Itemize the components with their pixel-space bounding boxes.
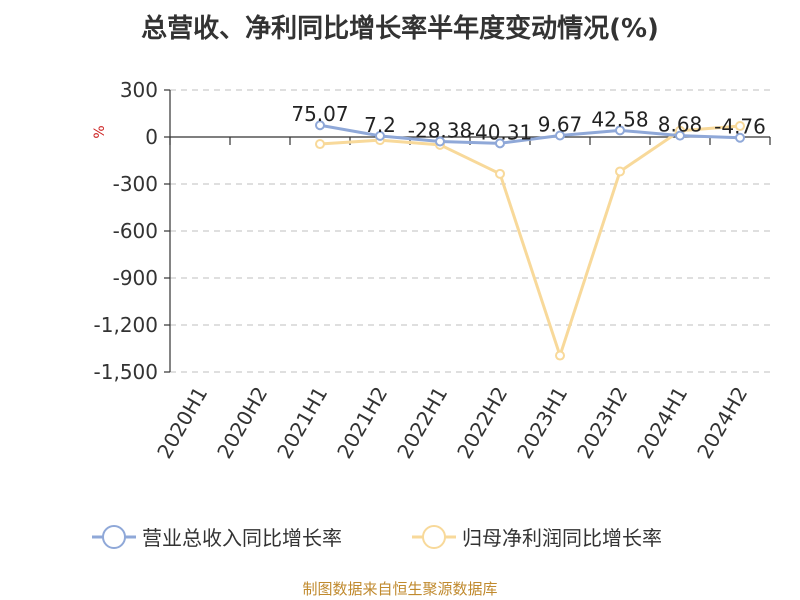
data-label: 8.68	[658, 113, 703, 137]
x-tick-label: 2024H1	[632, 383, 692, 463]
legend: 营业总收入同比增长率 归母净利润同比增长率	[92, 525, 662, 550]
chart-title: 总营收、净利同比增长率半年度变动情况(%)	[141, 14, 659, 44]
data-point	[435, 136, 445, 147]
legend-marker	[102, 525, 126, 549]
x-tick-label: 2022H1	[392, 383, 452, 463]
data-point	[555, 130, 565, 141]
grid-lines	[170, 89, 770, 373]
legend-marker	[422, 525, 446, 549]
source-footer: 制图数据来自恒生聚源数据库	[302, 580, 498, 598]
x-tick-label: 2024H2	[692, 383, 752, 463]
data-point	[735, 132, 745, 143]
data-point	[555, 350, 565, 361]
data-label: 7.2	[364, 113, 396, 137]
series-line	[319, 124, 741, 358]
x-tick-label: 2020H1	[152, 383, 212, 463]
data-point	[495, 138, 505, 149]
series-line	[319, 123, 741, 145]
y-tick-label: -900	[113, 266, 158, 290]
y-tick-label: -600	[113, 219, 158, 243]
x-tick-label: 2021H1	[272, 383, 332, 463]
data-label: 75.07	[291, 102, 348, 126]
data-point	[315, 120, 325, 131]
y-tick-label: 0	[145, 125, 158, 149]
y-tick-label: 300	[120, 78, 158, 102]
data-label: 9.67	[538, 112, 583, 136]
data-point	[615, 166, 625, 177]
data-label: -40.31	[468, 120, 532, 144]
data-label: 42.58	[591, 107, 648, 131]
x-tick-label: 2020H2	[212, 383, 272, 463]
x-tick-label: 2023H2	[572, 383, 632, 463]
y-tick-label: -1,500	[94, 360, 158, 384]
data-point	[495, 168, 505, 179]
data-point	[675, 130, 685, 141]
data-point	[375, 130, 385, 141]
data-labels: 75.07 7.2 -28.38-40.31 9.67 42.58 8.68 -4.76	[291, 102, 766, 144]
legend-label: 归母净利润同比增长率	[462, 526, 662, 550]
y-tick-label: -1,200	[94, 313, 158, 337]
y-axis-unit: %	[92, 125, 108, 138]
data-label: -4.76	[714, 115, 766, 139]
data-point	[735, 121, 745, 132]
data-point	[615, 125, 625, 136]
data-point	[315, 139, 325, 150]
x-tick-label: 2023H1	[512, 383, 572, 463]
x-tick-label: 2022H2	[452, 383, 512, 463]
legend-label: 营业总收入同比增长率	[142, 526, 342, 550]
x-tick-label: 2021H2	[332, 383, 392, 463]
series-group	[315, 120, 745, 361]
y-tick-label: -300	[113, 172, 158, 196]
data-label: -28.38	[408, 118, 472, 142]
